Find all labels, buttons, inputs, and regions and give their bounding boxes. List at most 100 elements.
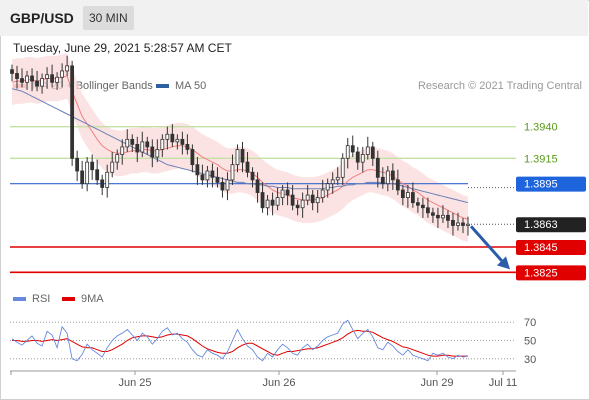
timeframe-button[interactable]: 30 MIN	[83, 6, 134, 30]
candle-body	[150, 146, 155, 158]
candle-body	[225, 179, 230, 191]
candle-body	[421, 204, 425, 209]
legend-9ma-label: 9MA	[81, 293, 104, 305]
rsi-9ma-line	[12, 329, 468, 357]
candle-body	[466, 223, 470, 226]
candle-body	[441, 214, 445, 219]
candle-body	[90, 161, 95, 171]
candle-body	[280, 189, 285, 198]
candle-body	[185, 143, 190, 150]
legend-9ma-swatch	[62, 297, 75, 302]
level-label-1.3825: 1.3825	[524, 267, 558, 279]
candle-body	[320, 189, 325, 198]
candle-body	[65, 65, 70, 72]
candle-body	[295, 204, 300, 209]
level-box-1.3895	[516, 176, 586, 192]
candle-body	[340, 157, 345, 178]
x-tick-label: Jun 26	[262, 377, 295, 389]
candle-body	[175, 138, 180, 143]
candle-body	[105, 171, 110, 188]
legend-ma50-swatch	[156, 84, 169, 89]
forecast-arrow-shaft	[469, 225, 506, 265]
candle-body	[55, 76, 59, 83]
candle-body	[446, 214, 450, 221]
candle-body	[210, 170, 215, 178]
candle-body	[215, 176, 220, 183]
candle-body	[145, 141, 150, 148]
candle-body	[220, 181, 225, 191]
candle-body	[45, 74, 49, 79]
candle-body	[130, 138, 135, 145]
candle-body	[190, 149, 195, 166]
bollinger-band	[12, 53, 468, 242]
candle-body	[345, 145, 350, 159]
candle-body	[365, 146, 370, 155]
candle-body	[120, 146, 125, 155]
candle-body	[180, 138, 185, 145]
level-label-1.3895: 1.3895	[524, 179, 558, 191]
candle-body	[155, 149, 160, 158]
level-box-1.3863	[516, 217, 586, 233]
candle-body	[375, 157, 380, 178]
bollinger-band-layer	[12, 53, 468, 242]
candle-body	[10, 69, 14, 74]
chart-header: GBP/USD 30 MIN	[0, 0, 588, 36]
candle-body	[35, 80, 39, 87]
candle-body	[260, 192, 265, 209]
candle-body	[385, 170, 390, 185]
candle-body	[360, 154, 365, 163]
candle-body	[431, 212, 435, 216]
candle-body	[170, 133, 175, 143]
candle-body	[135, 143, 140, 153]
legend-rsi-label: RSI	[32, 293, 51, 305]
rsi-tick-label: 70	[524, 317, 536, 329]
level-label-1.3863: 1.3863	[524, 219, 558, 231]
candle-body	[75, 157, 80, 172]
ma50-line	[11, 88, 469, 204]
candle-body	[390, 170, 395, 181]
candles-layer	[10, 55, 470, 236]
candle-body	[100, 179, 105, 188]
candle-body	[270, 199, 275, 206]
candle-body	[461, 222, 465, 226]
candle-body	[456, 222, 460, 226]
forecast-arrow-head	[497, 256, 510, 270]
candle-body	[310, 194, 315, 204]
candle-body	[165, 133, 170, 140]
candle-body	[60, 70, 65, 78]
candle-body	[115, 154, 120, 163]
candle-body	[85, 161, 90, 185]
candle-body	[265, 199, 270, 209]
candle-body	[125, 138, 130, 148]
level-label-1.3915: 1.3915	[524, 153, 558, 165]
candle-body	[426, 207, 430, 214]
symbol-label: GBP/USD	[10, 10, 74, 26]
candle-body	[451, 219, 455, 226]
candle-body	[235, 149, 240, 166]
candle-body	[70, 65, 75, 159]
candle-body	[395, 179, 400, 191]
candle-body	[380, 176, 385, 185]
candle-body	[95, 169, 100, 181]
x-tick-label: Jun 25	[118, 377, 151, 389]
forecast-layer	[469, 225, 510, 270]
candle-body	[25, 75, 29, 83]
candle-body	[230, 164, 235, 181]
candle-body	[350, 145, 355, 153]
candle-body	[160, 138, 165, 150]
candle-body	[330, 179, 335, 185]
candle-body	[300, 199, 305, 209]
x-tick-label: Jul 11	[489, 377, 518, 389]
candle-body	[410, 192, 415, 204]
candle-body	[400, 189, 405, 198]
x-axis: Jun 25 Jun 26 Jun 29 Jul 11	[10, 370, 518, 389]
candle-body	[405, 192, 410, 199]
legend-rsi: RSI	[13, 293, 50, 305]
candle-body	[415, 202, 420, 206]
candle-body	[275, 197, 280, 206]
candle-body	[290, 194, 295, 206]
legend-rsi-swatch	[13, 297, 26, 302]
rsi-line	[11, 319, 469, 362]
candle-body	[205, 170, 210, 181]
